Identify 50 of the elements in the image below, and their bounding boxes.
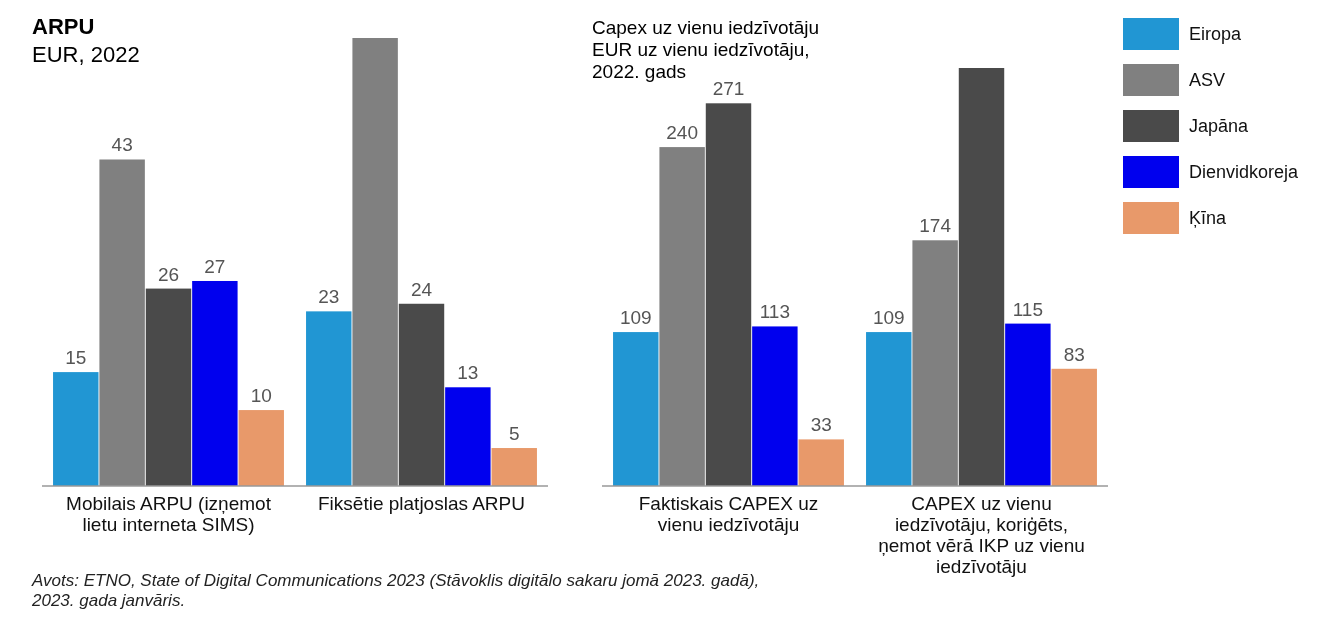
bar <box>352 38 398 486</box>
chart-title: ARPU <box>32 14 95 39</box>
data-label: 109 <box>619 307 652 329</box>
x-tick-label: CAPEX uz vienu iedzīvotāju, koriģēts, ņemot vērā IKP uz vienu iedzīvotāju <box>878 493 1085 577</box>
bar <box>912 240 958 486</box>
bar <box>705 103 752 486</box>
data-label: 115 <box>1012 298 1044 320</box>
bar <box>192 280 238 486</box>
bar <box>1051 368 1097 486</box>
bar <box>53 372 99 486</box>
bar <box>958 68 1005 486</box>
data-label: 13 <box>457 362 479 384</box>
data-label: 26 <box>157 263 180 285</box>
bar <box>306 311 352 486</box>
x-tick-label: Fiksētie platjoslas ARPU <box>318 493 525 514</box>
bar <box>491 448 537 486</box>
bar <box>866 332 912 486</box>
data-label: 109 <box>872 307 905 329</box>
data-label: 24 <box>410 278 433 300</box>
data-label: 5 <box>508 423 520 445</box>
data-label: 23 <box>318 286 340 308</box>
bar <box>1005 323 1051 486</box>
chart-subtitle: EUR, 2022 <box>32 42 140 67</box>
data-label: 174 <box>919 215 952 237</box>
bar <box>145 288 192 486</box>
data-label: 240 <box>666 122 698 144</box>
legend-label: Dienvidkoreja <box>1189 162 1300 182</box>
x-tick-label: Mobilais ARPU (izņemot lietu interneta SIMS) <box>66 493 272 535</box>
x-tick-label: Faktiskais CAPEX uz vienu iedzīvotāju <box>638 493 819 535</box>
bar <box>445 387 491 486</box>
data-label: 43 <box>111 134 133 156</box>
bar <box>659 147 705 486</box>
data-label: 113 <box>759 301 791 323</box>
bar <box>99 159 145 486</box>
legend-label: Japāna <box>1189 116 1250 136</box>
chart-title: Capex uz vienu iedzīvotāju <box>592 17 820 38</box>
legend-label: ASV <box>1189 70 1226 90</box>
bar <box>238 410 284 486</box>
data-label: 27 <box>204 255 226 277</box>
data-label: 33 <box>810 414 832 436</box>
bar <box>798 439 844 486</box>
legend-label: Ķīna <box>1189 208 1228 228</box>
legend-label: Eiropa <box>1189 24 1243 44</box>
bar <box>752 326 798 486</box>
data-label: 15 <box>65 347 87 369</box>
text: Avots: ETNO, State of Digital Communications 2023 (Stāvoklis digitālo sakaru jomā 2023. gadā), 2023. gada janvāris. <box>31 571 760 610</box>
bar <box>613 332 659 486</box>
bar <box>398 303 445 486</box>
data-label: 83 <box>1063 343 1085 365</box>
data-label: 10 <box>250 385 272 407</box>
